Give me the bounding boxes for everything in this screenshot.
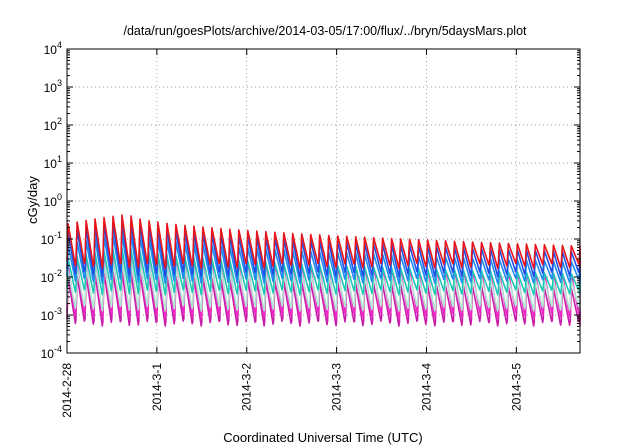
x-tick-label: 2014-3-4 xyxy=(419,363,433,411)
x-tick-label: 2014-3-5 xyxy=(509,363,523,411)
x-tick-label: 2014-2-28 xyxy=(60,363,74,418)
y-tick-label: 10-4 xyxy=(41,344,62,361)
y-tick-label: 101 xyxy=(44,154,62,171)
chart-title: /data/run/goesPlots/archive/2014-03-05/1… xyxy=(123,24,527,38)
y-tick-label: 104 xyxy=(44,40,62,57)
x-tick-label: 2014-3-1 xyxy=(150,363,164,411)
y-tick-label: 103 xyxy=(44,78,62,95)
series-line xyxy=(66,247,581,296)
y-tick-label: 10-1 xyxy=(41,230,62,247)
plot-area xyxy=(66,214,581,327)
series-line xyxy=(66,214,581,269)
y-axis-label: cGy/day xyxy=(25,176,40,224)
y-tick-label: 100 xyxy=(44,192,62,209)
y-tick-label: 10-2 xyxy=(41,268,62,285)
y-tick-label: 102 xyxy=(44,116,62,133)
x-axis-label: Coordinated Universal Time (UTC) xyxy=(223,430,422,445)
x-tick-label: 2014-3-2 xyxy=(240,363,254,411)
x-tick-label: 2014-3-3 xyxy=(330,363,344,411)
series-line xyxy=(66,270,581,327)
axes: 10-4 10-3 10-2 10-1 100 101 102 103 104 2014-2-28… xyxy=(41,40,580,418)
y-tick-label: 10-3 xyxy=(41,306,62,323)
